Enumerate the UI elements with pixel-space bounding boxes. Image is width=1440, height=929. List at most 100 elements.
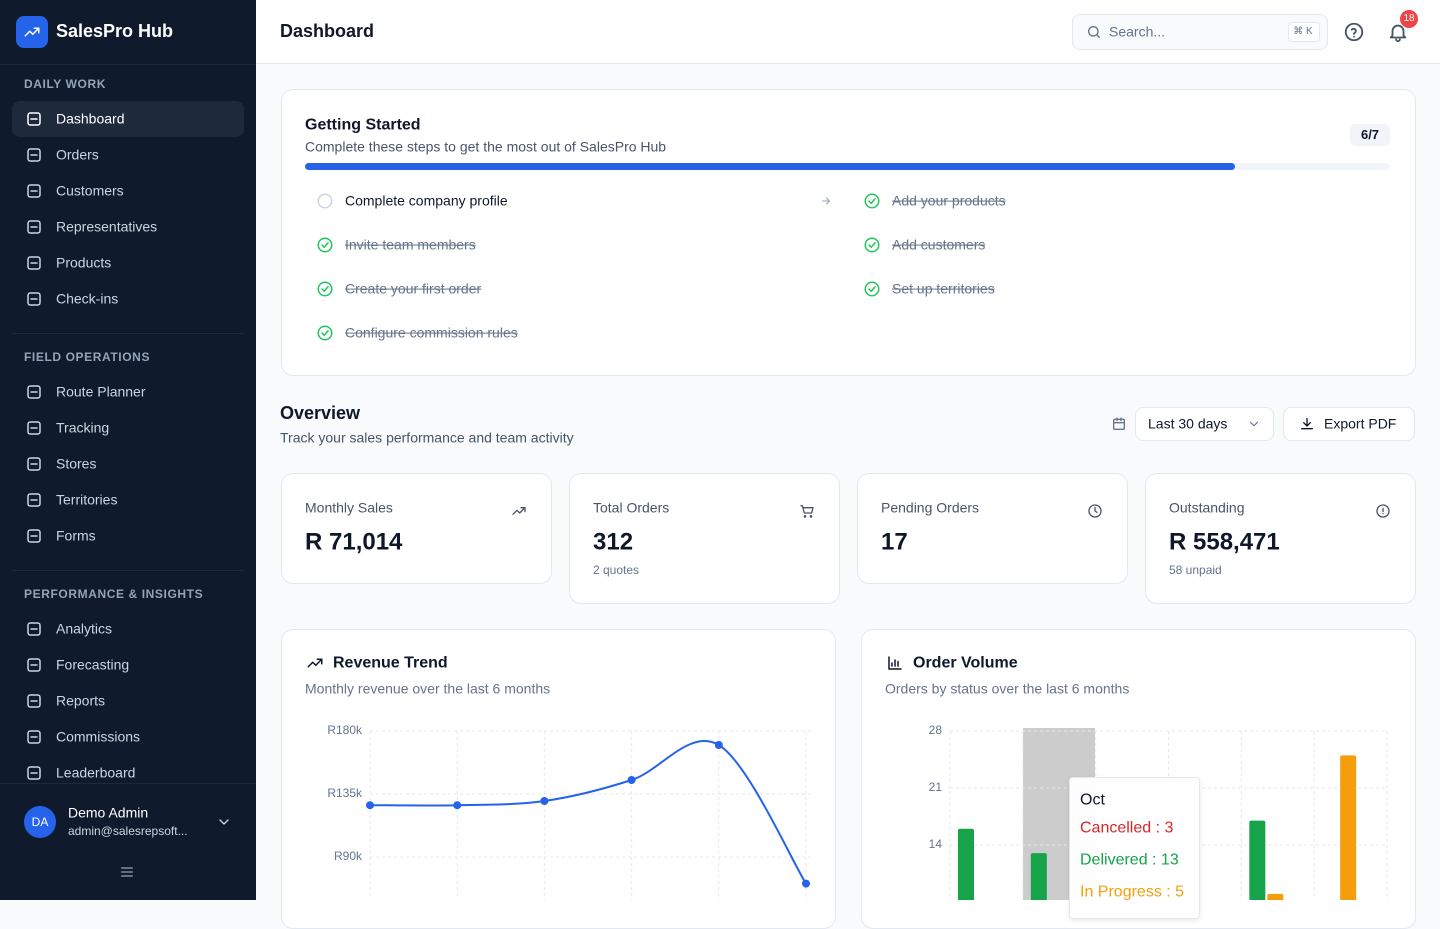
- export-label[interactable]: Export PDF: [1324, 415, 1397, 432]
- nav-section-label: FIELD OPERATIONS: [24, 349, 151, 364]
- bar: [1340, 755, 1357, 900]
- kpi-value: R 558,471: [1169, 528, 1280, 556]
- step-label[interactable]: Configure commission rules: [345, 324, 518, 341]
- tooltip-line: In Progress : 5: [1080, 883, 1185, 901]
- chart-card: [281, 629, 836, 929]
- step-pending-icon: [317, 193, 333, 209]
- kpi-label: Monthly Sales: [305, 499, 393, 516]
- getting-started-card: [281, 89, 1416, 376]
- user-email: admin@salesrepsoft...: [68, 823, 188, 838]
- y-tick-label: 21: [929, 780, 943, 794]
- charts-layer: R90k R135k R180k 14 21 28: [327, 723, 1388, 900]
- nav-item-label[interactable]: Territories: [56, 491, 118, 508]
- shortcut-label: ⌘ K: [1293, 26, 1313, 37]
- y-tick-label: 14: [929, 837, 943, 851]
- step-label[interactable]: Add customers: [892, 236, 986, 253]
- kpi-value: R 71,014: [305, 528, 403, 556]
- nav-icon: [27, 766, 41, 780]
- nav-icon: [27, 256, 41, 270]
- nav-item-label[interactable]: Forms: [56, 527, 96, 544]
- avatar-initials: DA: [31, 814, 49, 829]
- nav-item-label[interactable]: Customers: [56, 182, 124, 199]
- nav-item-label[interactable]: Commissions: [56, 728, 141, 745]
- step-label[interactable]: Invite team members: [345, 236, 476, 253]
- tooltip-line: Cancelled : 3: [1080, 819, 1174, 837]
- date-range-label[interactable]: Last 30 days: [1148, 415, 1228, 432]
- nav-section-label: PERFORMANCE & INSIGHTS: [24, 586, 204, 601]
- nav-item[interactable]: [12, 101, 244, 137]
- kpi-icon: [1088, 504, 1102, 518]
- search-box[interactable]: [1072, 14, 1328, 50]
- nav-icon: [27, 622, 41, 636]
- kpi-card: [857, 473, 1128, 584]
- kpi-value: 312: [593, 528, 634, 556]
- notification-count: 18: [1403, 13, 1415, 24]
- divider: [0, 64, 256, 65]
- download-icon: [1301, 418, 1313, 430]
- brand-name: SalesPro Hub: [56, 21, 174, 42]
- chart-tooltip: [1069, 777, 1200, 919]
- kpi-icon: [1376, 504, 1390, 518]
- nav-icon: [27, 658, 41, 672]
- date-range-select[interactable]: [1135, 407, 1274, 441]
- bar: [1267, 893, 1284, 900]
- step-done-icon: [864, 281, 880, 297]
- nav-item-label[interactable]: Dashboard: [56, 110, 125, 127]
- help-button[interactable]: [1343, 21, 1365, 43]
- nav-icon: [27, 421, 41, 435]
- divider: [12, 333, 244, 334]
- card-title: Getting Started: [305, 116, 421, 134]
- collapse-sidebar[interactable]: [119, 864, 135, 880]
- step-done-icon: [317, 281, 333, 297]
- nav-item-label[interactable]: Check-ins: [56, 290, 119, 307]
- step-label[interactable]: Complete company profile: [345, 192, 508, 209]
- logo-icon: [24, 27, 40, 37]
- search-placeholder[interactable]: Search...: [1109, 23, 1166, 40]
- nav-icon: [27, 292, 41, 306]
- chart-title-icon: [888, 656, 902, 670]
- kpi-value: 17: [881, 528, 908, 556]
- top-bar: Dashboard Search... ⌘ K 18: [256, 0, 1440, 64]
- section-subtitle: Track your sales performance and team ac…: [280, 429, 574, 446]
- nav-item-label[interactable]: Route Planner: [56, 383, 146, 400]
- notification-badge: [1400, 10, 1418, 28]
- notifications-button[interactable]: [1387, 21, 1409, 43]
- bar: [1249, 820, 1266, 900]
- tooltip-line: Delivered : 13: [1080, 851, 1179, 869]
- export-button[interactable]: [1283, 407, 1415, 441]
- nav-item-label[interactable]: Forecasting: [56, 656, 130, 673]
- main: Getting Started Complete these steps to g…: [280, 89, 1416, 929]
- nav-item-label[interactable]: Products: [56, 254, 112, 271]
- kpi-label: Outstanding: [1169, 499, 1245, 516]
- nav-icon: [27, 457, 41, 471]
- nav-item-label[interactable]: Tracking: [56, 419, 110, 436]
- nav-item-label[interactable]: Stores: [56, 455, 97, 472]
- nav-section-label: DAILY WORK: [24, 76, 107, 91]
- progress-badge: [1350, 124, 1390, 146]
- step-done-icon: [317, 237, 333, 253]
- nav-item-label[interactable]: Leaderboard: [56, 764, 136, 781]
- step-label[interactable]: Add your products: [892, 192, 1006, 209]
- nav-item-label[interactable]: Orders: [56, 146, 99, 163]
- nav-item-label[interactable]: Analytics: [56, 620, 113, 637]
- nav-item-label[interactable]: Reports: [56, 692, 106, 709]
- step-label[interactable]: Create your first order: [345, 280, 482, 297]
- nav-icon: [27, 184, 41, 198]
- page-title: Dashboard: [280, 21, 375, 42]
- kpi-icon: [800, 505, 814, 518]
- kpi-note: 58 unpaid: [1169, 562, 1222, 577]
- nav-icon: [27, 694, 41, 708]
- avatar: [24, 806, 56, 838]
- y-tick-label: R90k: [334, 849, 363, 863]
- nav-icon: [27, 493, 41, 507]
- kpi-label: Pending Orders: [881, 499, 980, 516]
- step-done-icon: [864, 193, 880, 209]
- step-label[interactable]: Set up territories: [892, 280, 995, 297]
- step-done-icon: [864, 237, 880, 253]
- progress-fill: [305, 163, 1235, 170]
- nav-icon: [27, 730, 41, 744]
- nav-item-label[interactable]: Representatives: [56, 218, 158, 235]
- user-menu-chevron[interactable]: [216, 814, 232, 830]
- point: [366, 801, 374, 810]
